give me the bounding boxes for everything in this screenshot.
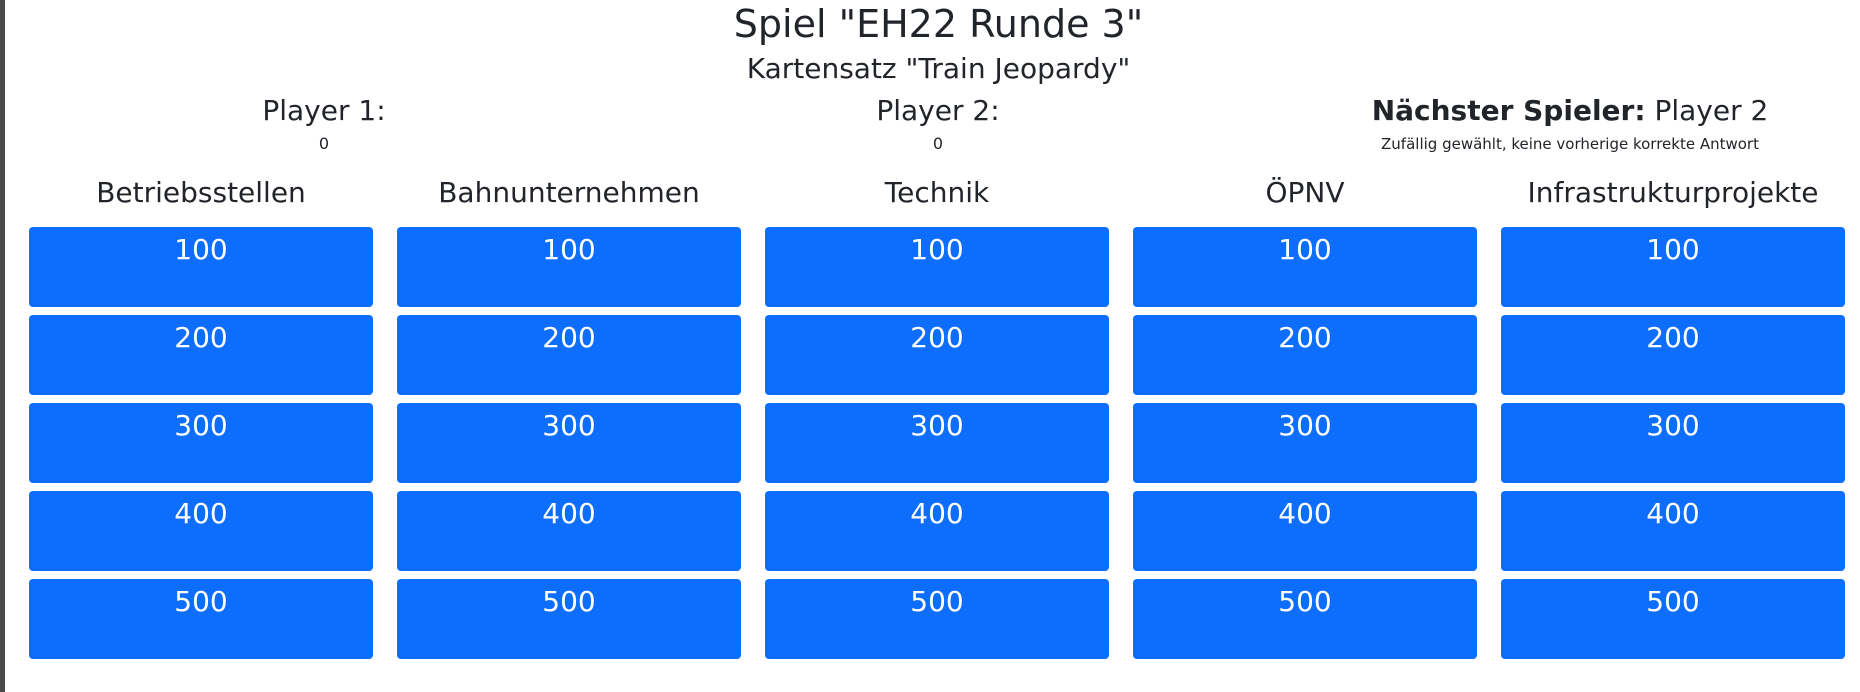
- next-player-label: Nächster Spieler:: [1371, 94, 1646, 127]
- question-card[interactable]: 100: [29, 227, 373, 307]
- question-card[interactable]: 400: [29, 491, 373, 571]
- category-header: Betriebsstellen: [96, 176, 306, 209]
- question-card[interactable]: 200: [765, 315, 1109, 395]
- player-2-score: 0: [932, 134, 944, 153]
- question-card[interactable]: 200: [29, 315, 373, 395]
- next-player-panel: Nächster Spieler: Player 2 Zufällig gewä…: [1290, 94, 1850, 154]
- game-title: Spiel "EH22 Runde 3": [733, 2, 1144, 46]
- jeopardy-board: Betriebsstellen 100 200 300 400 500 Bahn…: [29, 176, 1845, 667]
- category-header: Infrastrukturprojekte: [1527, 176, 1819, 209]
- question-card[interactable]: 100: [1501, 227, 1845, 307]
- next-player-name: Player 2: [1654, 94, 1769, 127]
- category-header: Technik: [884, 176, 990, 209]
- question-card[interactable]: 400: [397, 491, 741, 571]
- category-header: Bahnunternehmen: [438, 176, 700, 209]
- player-2-name: Player 2:: [876, 94, 1000, 127]
- player-1-name: Player 1:: [262, 94, 386, 127]
- question-card[interactable]: 100: [765, 227, 1109, 307]
- player-2-panel: Player 2: 0: [638, 94, 1238, 154]
- question-card[interactable]: 500: [765, 579, 1109, 659]
- question-card[interactable]: 500: [29, 579, 373, 659]
- player-1-panel: Player 1: 0: [24, 94, 624, 154]
- question-card[interactable]: 400: [765, 491, 1109, 571]
- question-card[interactable]: 300: [29, 403, 373, 483]
- question-card[interactable]: 300: [1501, 403, 1845, 483]
- question-card[interactable]: 200: [1501, 315, 1845, 395]
- question-card[interactable]: 100: [397, 227, 741, 307]
- category-column-technik: Technik 100 200 300 400 500: [765, 176, 1109, 667]
- deck-title: Kartensatz "Train Jeopardy": [746, 52, 1131, 85]
- category-column-infrastrukturprojekte: Infrastrukturprojekte 100 200 300 400 50…: [1501, 176, 1845, 667]
- question-card[interactable]: 300: [765, 403, 1109, 483]
- question-card[interactable]: 300: [1133, 403, 1477, 483]
- player-1-score: 0: [318, 134, 330, 153]
- question-card[interactable]: 500: [1501, 579, 1845, 659]
- next-player-line: Nächster Spieler: Player 2: [1290, 94, 1850, 128]
- question-card[interactable]: 200: [1133, 315, 1477, 395]
- category-header: ÖPNV: [1265, 176, 1345, 209]
- window-left-border: [0, 0, 5, 692]
- question-card[interactable]: 500: [1133, 579, 1477, 659]
- next-player-reason: Zufällig gewählt, keine vorherige korrek…: [1381, 135, 1759, 153]
- question-card[interactable]: 400: [1501, 491, 1845, 571]
- category-column-betriebsstellen: Betriebsstellen 100 200 300 400 500: [29, 176, 373, 667]
- question-card[interactable]: 400: [1133, 491, 1477, 571]
- question-card[interactable]: 100: [1133, 227, 1477, 307]
- question-card[interactable]: 300: [397, 403, 741, 483]
- category-column-oepnv: ÖPNV 100 200 300 400 500: [1133, 176, 1477, 667]
- question-card[interactable]: 200: [397, 315, 741, 395]
- category-column-bahnunternehmen: Bahnunternehmen 100 200 300 400 500: [397, 176, 741, 667]
- question-card[interactable]: 500: [397, 579, 741, 659]
